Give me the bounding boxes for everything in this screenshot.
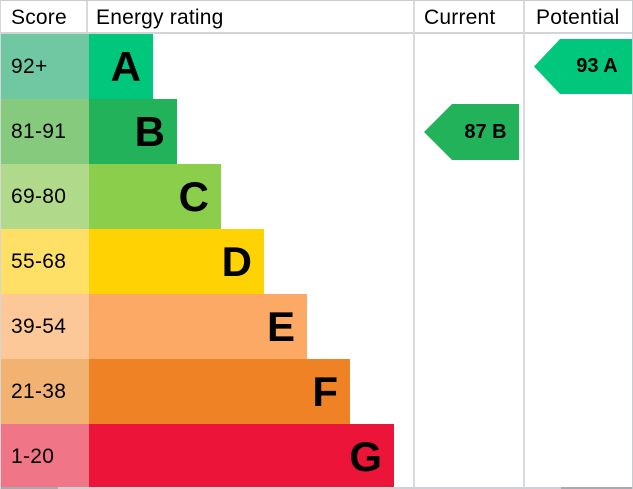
header-energy-rating: Energy rating: [96, 5, 224, 29]
score-column-divider: [86, 1, 88, 32]
band-rows: 92+ A 81-91 B 69-80 C 55-68 D 39-54 E 21…: [1, 34, 632, 489]
band-letter: G: [349, 432, 382, 480]
current-column-divider: [413, 1, 415, 488]
band-score: 55-68: [1, 229, 89, 294]
band-bar: G: [89, 424, 394, 489]
band-letter: E: [266, 302, 295, 350]
band-letter: F: [312, 367, 338, 415]
band-bar: A: [89, 34, 153, 99]
band-score: 1-20: [1, 424, 89, 489]
band-bar: D: [89, 229, 264, 294]
potential-column-divider: [523, 1, 525, 488]
band-bar: C: [89, 164, 221, 229]
band-row: 55-68 D: [1, 229, 632, 294]
band-letter: A: [110, 42, 141, 90]
band-row: 39-54 E: [1, 294, 632, 359]
band-bar: E: [89, 294, 307, 359]
band-score: 21-38: [1, 359, 89, 424]
header-divider: [1, 32, 632, 34]
band-score: 92+: [1, 34, 89, 99]
header-score: Score: [11, 5, 67, 29]
bottom-edge-shading-left: [1, 487, 58, 489]
band-letter: C: [178, 172, 209, 220]
header-current: Current: [424, 5, 496, 29]
potential-rating-label: 93 A: [576, 55, 618, 77]
band-row: 69-80 C: [1, 164, 632, 229]
header-potential: Potential: [536, 5, 620, 29]
band-score: 39-54: [1, 294, 89, 359]
current-rating-label: 87 B: [464, 120, 507, 143]
band-score: 81-91: [1, 99, 89, 164]
bottom-edge-shading-right: [561, 487, 632, 489]
bottom-border: [1, 487, 632, 489]
band-bar: B: [89, 99, 177, 164]
band-bar: F: [89, 359, 350, 424]
band-row: 81-91 B: [1, 99, 632, 164]
band-letter: B: [134, 107, 165, 155]
chart-header-row: Score Energy rating Current Potential: [1, 1, 632, 34]
band-score: 69-80: [1, 164, 89, 229]
band-row: 21-38 F: [1, 359, 632, 424]
band-letter: D: [221, 237, 252, 285]
band-row: 1-20 G: [1, 424, 632, 489]
band-row: 92+ A: [1, 34, 632, 99]
